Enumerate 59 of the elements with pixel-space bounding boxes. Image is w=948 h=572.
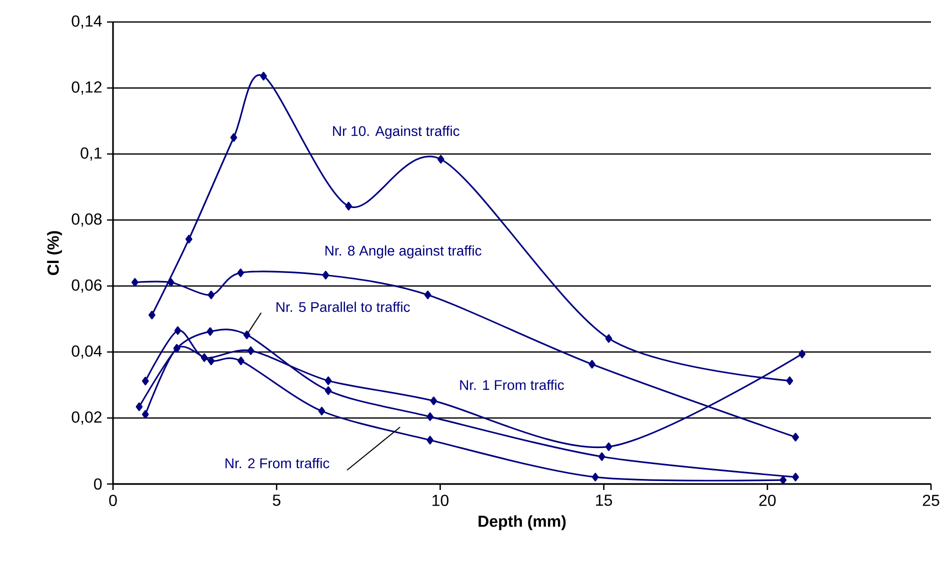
y-axis-title: Cl (%) <box>47 231 62 276</box>
point <box>605 442 612 452</box>
y-tick-label: 0,02 <box>72 411 102 425</box>
point <box>424 290 432 300</box>
point <box>206 327 214 336</box>
point <box>605 334 612 343</box>
y-tick-label: 0,04 <box>72 345 102 359</box>
point <box>142 410 149 419</box>
point <box>174 326 182 335</box>
y-tick-label: 0,08 <box>72 213 102 227</box>
point <box>208 356 215 366</box>
series-label: Nr. 8 Angle against traffic <box>325 245 482 258</box>
point <box>322 270 330 280</box>
point <box>318 406 326 416</box>
point <box>592 472 599 482</box>
point <box>243 330 250 340</box>
x-axis-title: Depth (mm) <box>478 515 566 530</box>
point <box>230 133 238 142</box>
point <box>208 290 215 300</box>
point <box>792 472 799 482</box>
point <box>792 432 799 442</box>
point <box>148 310 156 320</box>
y-tick-label: 0,14 <box>72 15 102 29</box>
x-tick-label: 0 <box>109 494 117 506</box>
point <box>237 268 244 278</box>
point <box>798 350 806 358</box>
point <box>324 376 332 386</box>
point <box>238 356 244 366</box>
x-tick-label: 10 <box>432 494 448 506</box>
y-tick-label: 0,06 <box>72 279 102 293</box>
point <box>588 360 596 369</box>
point <box>426 412 434 421</box>
x-tick-label: 25 <box>922 494 940 506</box>
point <box>430 396 438 406</box>
point <box>598 452 606 461</box>
point <box>200 353 208 362</box>
point <box>136 402 143 412</box>
point <box>167 278 174 287</box>
series-label: Nr 10. Against traffic <box>333 126 460 139</box>
x-tick-label: 15 <box>596 494 612 506</box>
text: Nr. 5 Parallel to traffic <box>276 302 410 312</box>
point <box>786 376 794 386</box>
point <box>132 278 138 287</box>
series-label: Nr. 1 From traffic <box>460 380 564 390</box>
point <box>247 346 254 355</box>
point <box>426 436 434 444</box>
point <box>324 386 332 395</box>
point <box>780 476 787 484</box>
point <box>260 72 267 80</box>
y-tick-label: 0 <box>94 478 102 490</box>
point <box>345 202 352 210</box>
point <box>185 234 192 244</box>
x-tick-label: 20 <box>759 494 776 506</box>
point <box>437 154 444 164</box>
text: Nr. 2 From traffic <box>226 458 330 468</box>
x-tick-label: 5 <box>272 494 280 506</box>
point <box>142 376 149 386</box>
y-tick-label: 0,1 <box>80 147 102 161</box>
y-tick-label: 0,12 <box>72 81 102 95</box>
